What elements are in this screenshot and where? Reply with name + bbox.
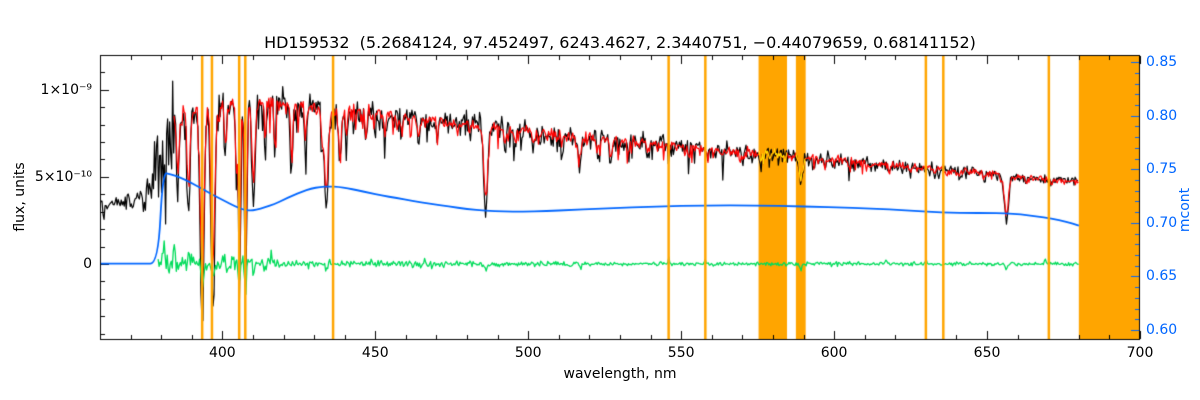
x-axis-label: wavelength, nm: [563, 366, 677, 382]
y-right-tick-label: 0.80: [1146, 107, 1178, 124]
x-tick-label: 400: [208, 345, 236, 361]
x-tick-label: 450: [361, 345, 389, 361]
x-tick-label: 700: [1126, 345, 1154, 361]
x-tick-label: 650: [973, 345, 1001, 361]
plot-title: HD159532 (5.2684124, 97.452497, 6243.462…: [264, 33, 976, 52]
x-tick-label: 550: [667, 345, 695, 361]
y-right-tick-label: 0.85: [1146, 54, 1178, 71]
y-left-tick-label: 5×10⁻¹⁰: [34, 168, 92, 185]
y-right-tick-label: 0.75: [1146, 161, 1178, 178]
x-tick-label: 600: [820, 345, 848, 361]
y-left-tick-label: 0: [83, 255, 92, 272]
y-left-tick-label: 1×10⁻⁹: [40, 81, 92, 98]
y-right-tick-label: 0.65: [1146, 268, 1178, 285]
y-right-tick-label: 0.70: [1146, 214, 1178, 231]
x-tick-label: 500: [514, 345, 542, 361]
y-right-tick-label: 0.60: [1146, 322, 1178, 339]
